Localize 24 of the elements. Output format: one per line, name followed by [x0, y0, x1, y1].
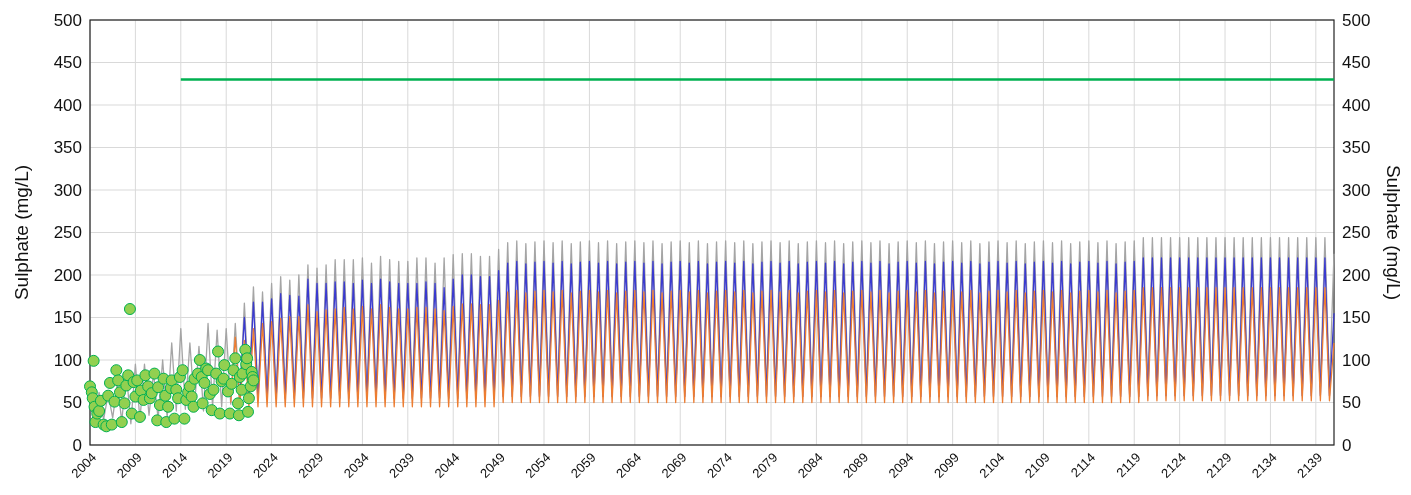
y2-tick-label: 100	[1342, 350, 1371, 370]
y-tick-label: 500	[53, 10, 82, 30]
y2-tick-label: 450	[1342, 53, 1371, 73]
y-tick-label: 200	[53, 265, 82, 285]
y2-tick-label: 300	[1342, 180, 1371, 200]
y2-tick-label: 150	[1342, 308, 1371, 328]
y-tick-label: 0	[72, 435, 82, 455]
y-tick-label: 350	[53, 138, 82, 158]
y-tick-label: 250	[53, 223, 82, 243]
y-tick-label: 150	[53, 308, 82, 328]
y-tick-label: 50	[63, 393, 82, 413]
y-axis-title: Sulphate (mg/L)	[11, 164, 32, 301]
y2-tick-label: 0	[1342, 435, 1352, 455]
y2-tick-label: 200	[1342, 265, 1371, 285]
y2-tick-label: 350	[1342, 138, 1371, 158]
y-tick-label: 100	[53, 350, 82, 370]
y-tick-label: 450	[53, 53, 82, 73]
y-tick-label: 300	[53, 180, 82, 200]
y2-tick-label: 250	[1342, 223, 1371, 243]
y-tick-label: 400	[53, 95, 82, 115]
y2-tick-label: 50	[1342, 393, 1361, 413]
y2-tick-label: 400	[1342, 95, 1371, 115]
y2-axis-title: Sulphate (mg/L)	[1383, 164, 1404, 301]
y2-tick-label: 500	[1342, 10, 1371, 30]
